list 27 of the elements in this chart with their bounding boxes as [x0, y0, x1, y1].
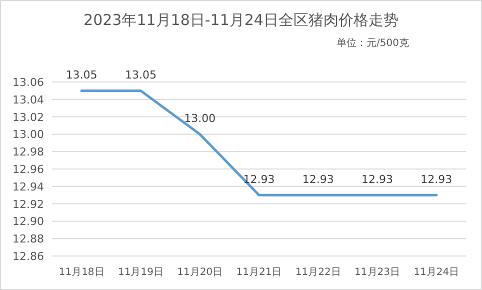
- y-tick-label: 12.88: [12, 232, 44, 246]
- text: 12.93: [243, 173, 275, 186]
- y-tick-label: 12.98: [12, 146, 44, 159]
- text: 13.00: [184, 112, 216, 126]
- chart-title: 2023年11月18日-11月24日全区猪肉价格走势: [84, 11, 398, 29]
- x-tick-label: 11月24日: [414, 267, 460, 278]
- y-tick-label: 12.90: [12, 215, 44, 228]
- y-tick-label: 13.04: [12, 93, 44, 106]
- x-tick-label: 11月23日: [354, 267, 400, 278]
- text: 13.05: [66, 68, 98, 82]
- y-tick-label: 13.02: [12, 110, 44, 124]
- x-tick-label: 11月18日: [58, 267, 104, 278]
- y-tick-label: 12.86: [12, 250, 44, 263]
- x-tick-label: 11月19日: [118, 267, 164, 278]
- y-tick-label: 12.96: [12, 163, 44, 176]
- chart-subtitle: 单位：元/500克: [336, 37, 409, 49]
- text: 12.93: [362, 173, 394, 186]
- text: 13.05: [124, 68, 156, 82]
- text: 12.93: [420, 173, 452, 186]
- y-tick-label: 13.06: [12, 76, 44, 89]
- x-tick-label: 11月21日: [236, 267, 282, 278]
- y-tick-label: 12.94: [12, 180, 44, 194]
- y-tick-label: 12.92: [12, 198, 44, 211]
- x-tick-label: 11月20日: [177, 267, 223, 278]
- text: 12.93: [302, 173, 334, 186]
- y-tick-label: 13.00: [12, 128, 44, 142]
- x-tick-label: 11月22日: [295, 267, 341, 278]
